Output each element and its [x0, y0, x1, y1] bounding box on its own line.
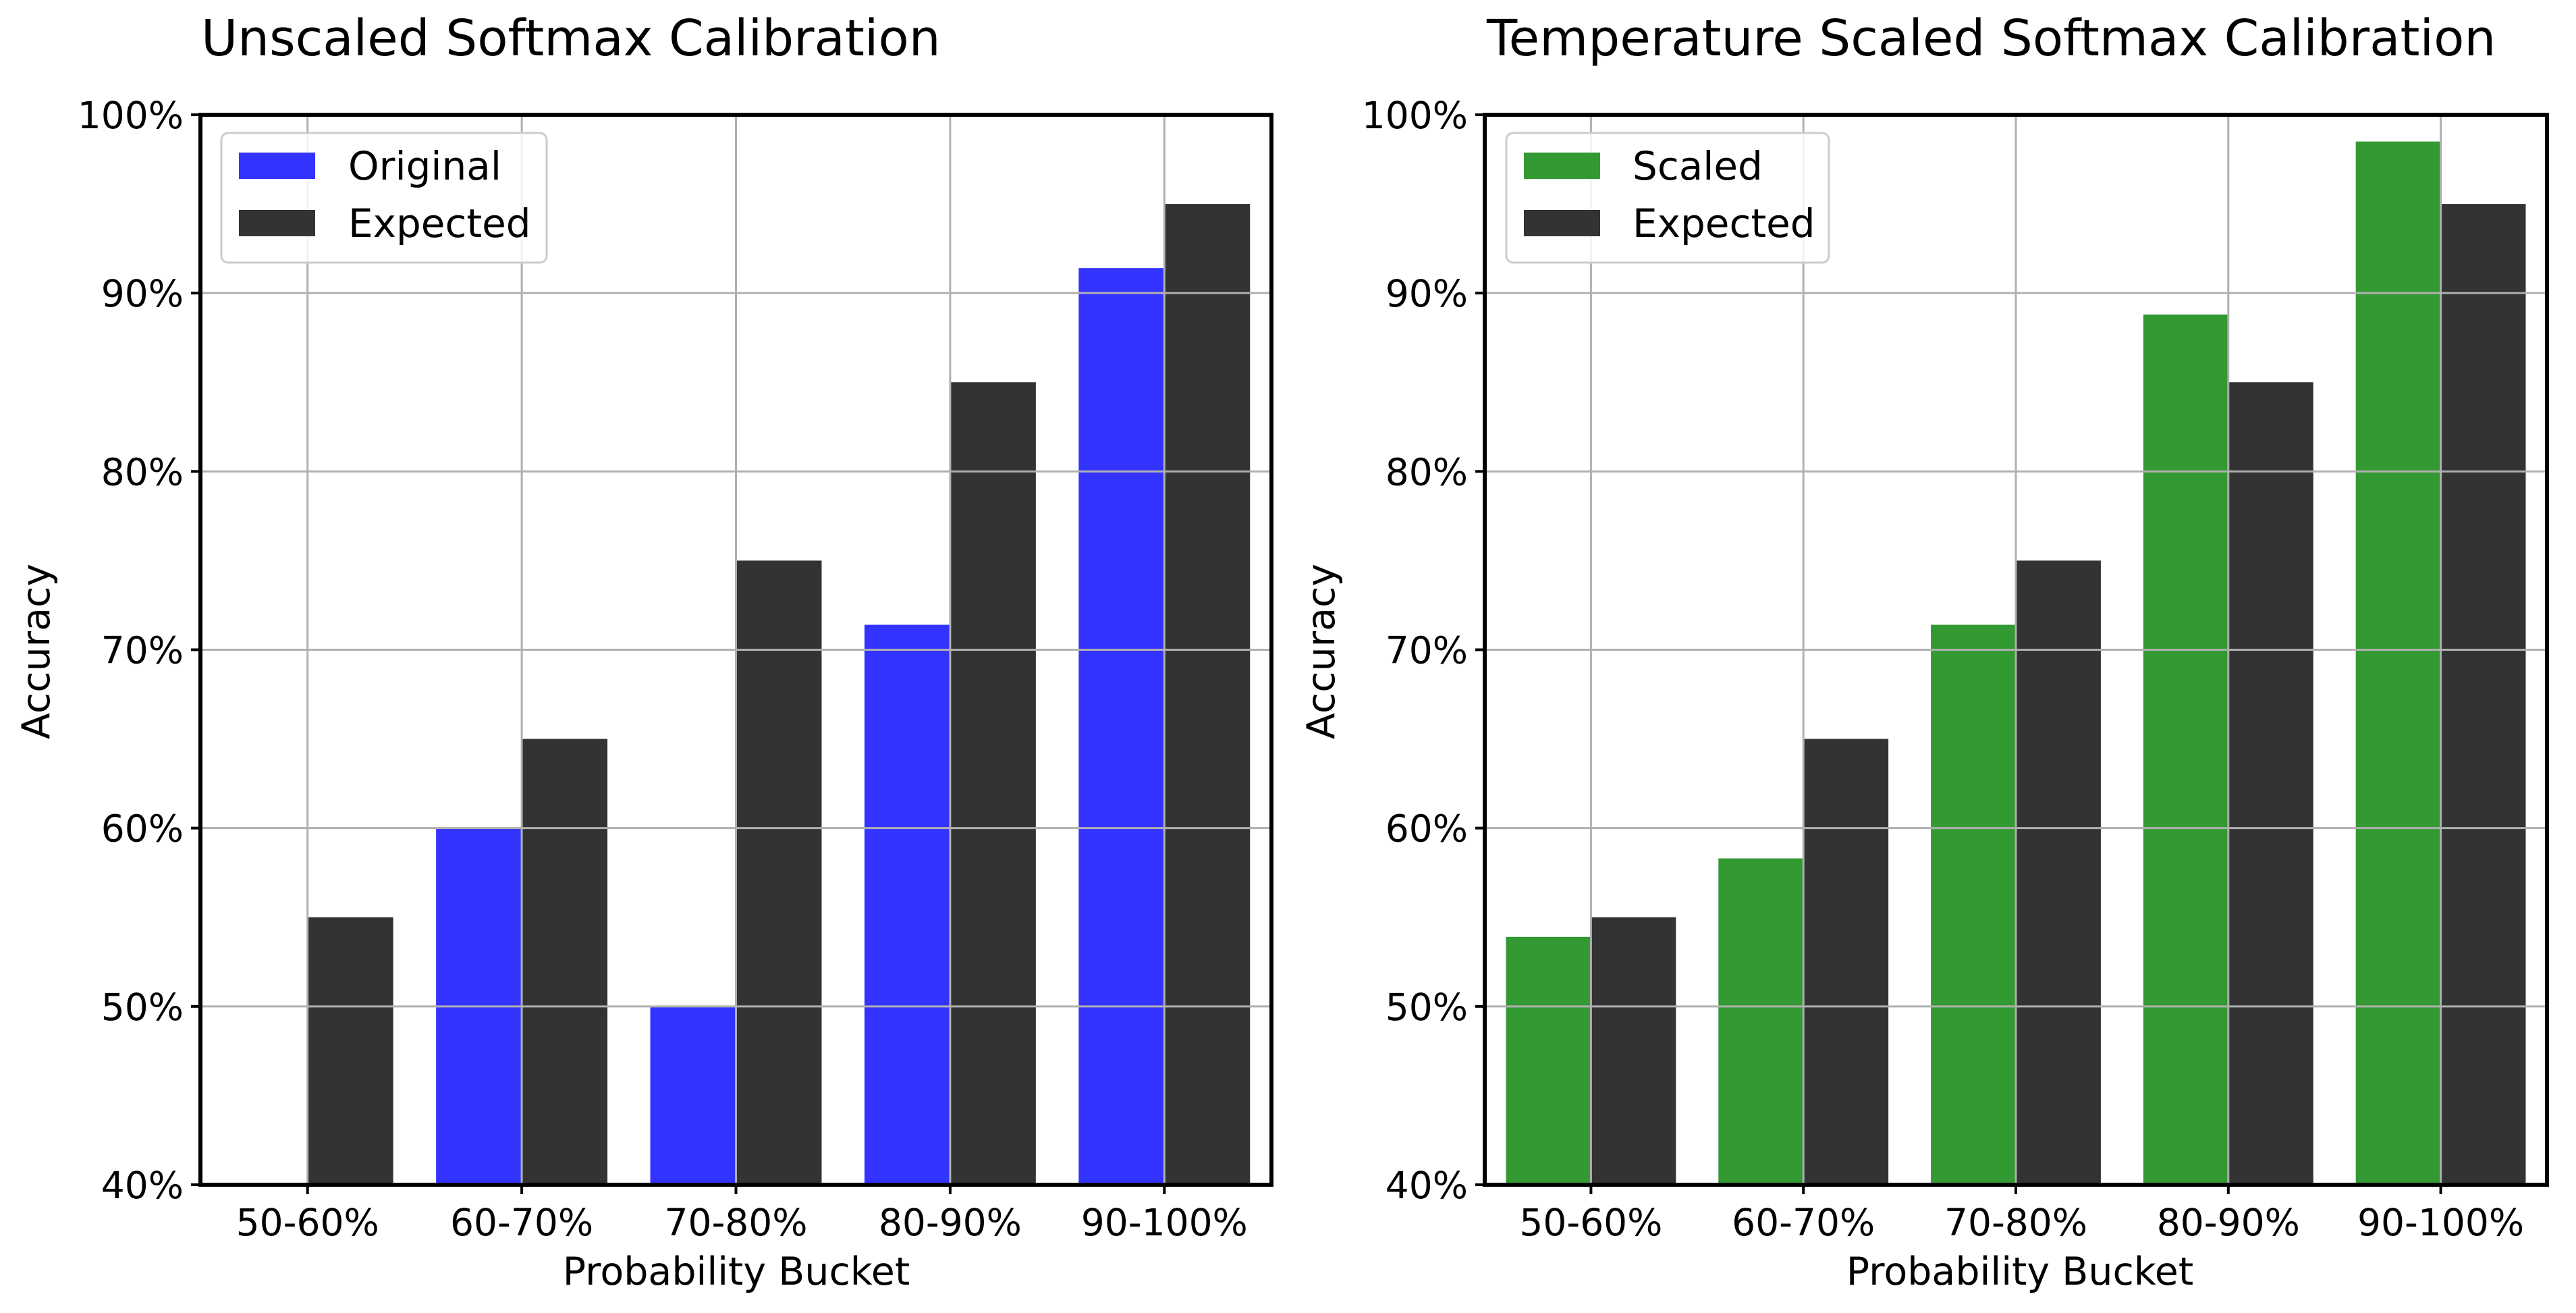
tick-marks [1475, 113, 2442, 1194]
bar-expected-50-60% [307, 917, 393, 1185]
bar-expected-60-70% [1803, 739, 1889, 1185]
y-tick-label: 40% [1386, 1164, 1468, 1207]
chart-title: Unscaled Softmax Calibration [201, 9, 941, 68]
x-tick-label: 50-60% [236, 1201, 379, 1244]
bar-scaled-80-90% [2143, 314, 2228, 1185]
y-tick-label: 70% [101, 629, 184, 672]
legend: Scaled Expected [1505, 132, 1830, 264]
y-tick-label: 70% [1386, 629, 1468, 672]
y-tick-label: 50% [1386, 986, 1468, 1029]
x-tick-label: 60-70% [450, 1201, 593, 1244]
y-tick-label: 40% [101, 1164, 184, 1207]
legend-label-expected: Expected [348, 200, 531, 246]
bars [307, 204, 1251, 1185]
y-tick-label: 100% [1362, 94, 1468, 137]
bar-scaled-60-70% [1718, 858, 1804, 1185]
legend-swatch-expected [1524, 210, 1600, 236]
x-tick-label: 90-100% [1081, 1201, 1248, 1244]
legend-swatch-original [239, 153, 315, 179]
chart-title: Temperature Scaled Softmax Calibration [1486, 9, 2496, 68]
bar-expected-70-80% [2016, 560, 2101, 1185]
bar-scaled-70-80% [1931, 624, 2016, 1185]
x-tick-labels: 50-60% 60-70% 70-80% 80-90% 90-100% [1519, 1201, 2524, 1244]
chart-unscaled: Unscaled Softmax Calibration 40% 50% 60% 70… [14, 9, 1273, 1294]
x-tick-label: 90-100% [2357, 1201, 2524, 1244]
x-tick-label: 60-70% [1732, 1201, 1875, 1244]
x-tick-label: 50-60% [1519, 1201, 1662, 1244]
legend-label-expected: Expected [1633, 200, 1815, 246]
x-tick-label: 70-80% [1944, 1201, 2087, 1244]
bar-original-90-100% [1078, 268, 1165, 1185]
legend: Original Expected [220, 132, 548, 264]
legend-swatch-expected [239, 210, 315, 236]
legend-label-original: Original [348, 143, 501, 189]
x-axis-label: Probability Bucket [1846, 1250, 2193, 1294]
bar-original-70-80% [650, 1006, 736, 1185]
bar-scaled-90-100% [2355, 141, 2441, 1185]
y-axis-label: Accuracy [14, 564, 59, 739]
y-tick-label: 100% [78, 94, 184, 137]
y-tick-label: 60% [1386, 807, 1468, 851]
y-tick-label: 60% [101, 807, 184, 851]
bar-expected-80-90% [950, 382, 1036, 1185]
x-tick-label: 80-90% [2157, 1201, 2300, 1244]
y-tick-label: 90% [1386, 272, 1468, 315]
y-tick-labels: 40% 50% 60% 70% 80% 90% 100% [78, 94, 184, 1207]
chart-temperature-scaled: Temperature Scaled Softmax Calibration 4… [1299, 9, 2549, 1294]
legend-label-scaled: Scaled [1633, 143, 1763, 189]
x-tick-label: 80-90% [879, 1201, 1022, 1244]
legend-swatch-scaled [1524, 153, 1600, 179]
bar-expected-90-100% [1164, 204, 1251, 1185]
bars [1506, 141, 2526, 1185]
y-tick-label: 90% [101, 272, 184, 315]
bar-original-80-90% [864, 624, 950, 1185]
y-axis-label: Accuracy [1299, 564, 1344, 739]
bar-expected-50-60% [1591, 917, 1676, 1185]
x-axis-label: Probability Bucket [563, 1250, 910, 1294]
y-tick-labels: 40% 50% 60% 70% 80% 90% 100% [1362, 94, 1468, 1207]
x-tick-label: 70-80% [664, 1201, 807, 1244]
bar-expected-70-80% [736, 560, 822, 1185]
bar-expected-90-100% [2440, 204, 2526, 1185]
y-tick-label: 80% [101, 450, 184, 493]
y-tick-label: 80% [1386, 450, 1468, 493]
bar-expected-80-90% [2228, 382, 2313, 1185]
x-tick-labels: 50-60% 60-70% 70-80% 80-90% 90-100% [236, 1201, 1248, 1244]
tick-marks [191, 113, 1166, 1194]
bar-scaled-50-60% [1506, 936, 1591, 1185]
bar-expected-60-70% [522, 739, 608, 1185]
y-tick-label: 50% [101, 986, 184, 1029]
